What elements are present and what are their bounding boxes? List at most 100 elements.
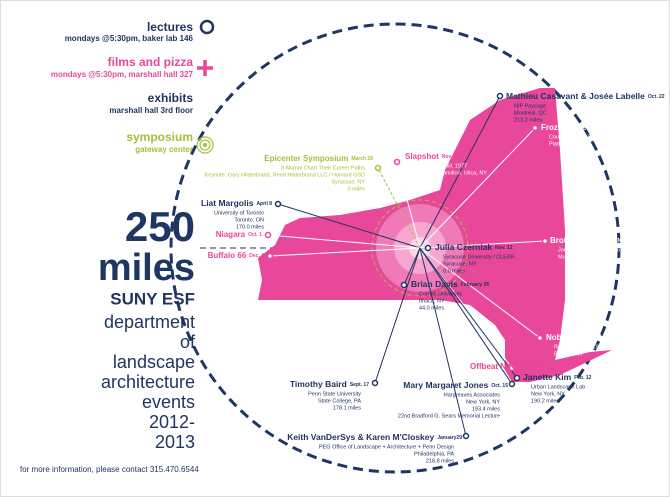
event-date: Feb. 12 — [574, 375, 591, 381]
legend-title: exhibits — [148, 91, 194, 105]
legend-detail: mondays @5:30pm, baker lab 146 — [65, 34, 194, 43]
headline-line: landscape — [113, 352, 195, 372]
connector — [419, 127, 536, 249]
event-detail: Philadelphia, PA — [414, 451, 454, 457]
event-dot — [393, 158, 401, 166]
event-detail: 44.0 miles — [419, 305, 444, 311]
event-date: Nov. 26 — [618, 238, 636, 244]
event-dot — [508, 380, 516, 388]
headline-line: 2012- — [149, 412, 195, 432]
event-dot — [424, 244, 432, 252]
event-name: Keith VanDerSys & Karen M'Closkey — [287, 432, 434, 442]
event-detail: Joe Berlinger, Bruce Sinofsky, 1992 — [558, 247, 645, 253]
lecture-icon — [199, 19, 215, 35]
event-dot — [374, 164, 382, 172]
event-date: Nov. 6 — [604, 335, 619, 341]
headline-school: SUNY ESF — [110, 289, 195, 308]
event-detail: Syracuse, NY — [443, 261, 477, 267]
event-detail: Cornell University — [419, 291, 462, 297]
event-name: Nobody's Fool — [546, 333, 601, 342]
legend-title: lectures — [147, 20, 193, 34]
event-date: Oct. 15 — [491, 383, 508, 389]
event-date: February 26 — [461, 282, 490, 288]
event-dot — [513, 374, 521, 382]
event-detail: Syracuse, NY — [331, 179, 365, 185]
connector — [419, 247, 541, 339]
event-detail: George Roy Hill, 1977 — [413, 163, 467, 169]
legend-detail: mondays @5:30pm, marshall hall 327 — [51, 70, 194, 79]
connector — [277, 203, 421, 249]
event-detail: New York, NY — [466, 399, 500, 405]
event-detail: 213.2 miles — [514, 117, 542, 123]
event-detail: Niagara Falls, NY — [211, 248, 254, 254]
event-heading: Slapshot Nov. 19 — [405, 152, 459, 161]
headline-number: 250 — [125, 203, 195, 250]
event-detail: State College, PA — [318, 398, 361, 404]
event-detail: 0.0 miles — [443, 268, 465, 274]
event-heading: Keith VanDerSys & Karen M'Closkey January… — [287, 432, 462, 442]
event-name: Mathieu Casavant & Josée Labelle — [506, 91, 645, 101]
event-name: Brother's Keeper — [550, 236, 615, 245]
legend-detail: marshall hall 3rd floor — [109, 106, 193, 115]
event-name: Slapshot — [405, 152, 439, 161]
event-date: Oct. 22 — [648, 94, 665, 100]
event-name: Buffalo 66 — [208, 251, 247, 260]
event-date: Dec. 4 — [249, 253, 264, 259]
event-name: Julia Czerniak — [435, 242, 492, 252]
event-heading: Mathieu Casavant & Josée Labelle Oct. 22 — [506, 91, 665, 101]
connector — [419, 95, 501, 249]
event-date: Spring 13 — [520, 364, 543, 370]
connector — [419, 247, 518, 379]
event-date: Dec. 3 — [592, 125, 607, 131]
film-icon — [197, 60, 213, 76]
event-detail: Ithaca, NY — [419, 298, 445, 304]
event-date: April 8 — [256, 201, 272, 207]
event-detail: 8 Alumni Chart Their Career Paths — [281, 165, 365, 171]
event-dot — [541, 237, 549, 245]
headline-line: events — [142, 392, 195, 412]
event-heading: Julia Czerniak Nov. 12 — [435, 242, 513, 252]
connector — [269, 247, 421, 257]
event-detail: Syracuse, Hamilton, Utica, NY — [413, 170, 487, 176]
connector — [267, 234, 421, 249]
event-dot — [462, 432, 470, 440]
event-heading: Nobody's Fool Nov. 6 — [546, 333, 619, 342]
event-date: Sept. 17 — [350, 382, 369, 388]
connector — [403, 247, 421, 286]
footer: for more information, please contact 315… — [20, 465, 199, 474]
legend-title: films and pizza — [108, 55, 194, 69]
event-dot — [496, 92, 504, 100]
event-name: Frozen River — [541, 123, 589, 132]
legend-detail: gateway center — [135, 145, 193, 154]
event-heading: Niagara Oct. 1 — [216, 230, 262, 239]
event-dot — [266, 252, 274, 260]
event-dot — [371, 379, 379, 387]
event-date: January29 — [437, 435, 462, 441]
symposium-icon — [196, 136, 214, 154]
event-name: Epicenter Symposium — [264, 154, 348, 163]
connector — [377, 167, 421, 249]
event-date: Oct. 1 — [248, 232, 262, 238]
event-detail: Henry Hathaway, 1953 — [198, 241, 254, 247]
event-detail: 193.4 miles — [472, 406, 500, 412]
event-heading: Janette Kim Feb. 12 — [523, 372, 592, 382]
event-dot — [400, 281, 408, 289]
event-detail: Urban Landscape Lab — [531, 384, 585, 390]
event-detail: 190.2 miles — [531, 398, 559, 404]
event-name: Offbeat NYC — [470, 362, 517, 371]
event-detail: 22nd Bradford G. Sears Memorial Lecture — [398, 413, 500, 419]
event-detail: Beacon, NY — [554, 351, 584, 357]
event-heading: Buffalo 66 Dec. 4 — [208, 251, 265, 260]
event-detail: Penn State University — [308, 391, 361, 397]
radius-circle — [169, 22, 621, 474]
event-name: Liat Margolis — [201, 198, 254, 208]
event-name: Janette Kim — [523, 372, 572, 382]
event-detail: Vincent Gallo, 1998 — [208, 262, 256, 268]
event-date: Nov. 12 — [495, 245, 513, 251]
event-detail: Keynote: Gary Hilderbrand, Reed Hilderbr… — [205, 172, 366, 178]
event-dot — [531, 124, 539, 132]
headline-line: of — [180, 332, 196, 352]
event-heading: Liat Margolis April 8 — [201, 198, 272, 208]
event-detail: 170.0 miles — [236, 224, 264, 230]
